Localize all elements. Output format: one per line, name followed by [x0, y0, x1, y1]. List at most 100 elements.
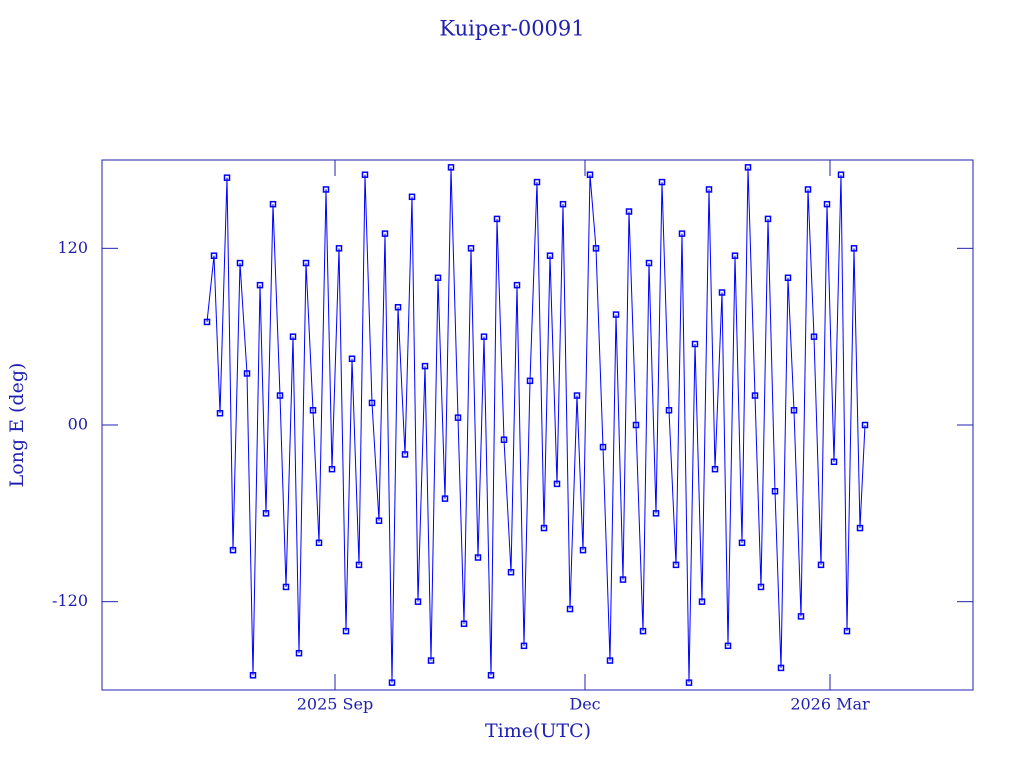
- data-point: [368, 399, 376, 407]
- data-point: [606, 657, 614, 664]
- data-point: [744, 164, 752, 171]
- data-point: [282, 583, 290, 591]
- data-point: [698, 598, 706, 605]
- data-point: [203, 318, 211, 326]
- data-point: [500, 436, 508, 443]
- data-point: [784, 274, 792, 282]
- data-point: [645, 259, 653, 267]
- data-point: [513, 281, 521, 289]
- data-point: [493, 215, 501, 223]
- data-point: [546, 252, 554, 259]
- data-point: [533, 178, 541, 186]
- data-point: [460, 620, 468, 627]
- data-point: [520, 642, 528, 650]
- data-point: [652, 510, 660, 517]
- data-point: [269, 200, 277, 208]
- data-point: [658, 178, 666, 186]
- data-point: [355, 561, 363, 569]
- data-point: [381, 230, 389, 237]
- data-point: [408, 193, 416, 201]
- data-point: [804, 186, 812, 193]
- data-point: [850, 245, 858, 252]
- data-point: [302, 259, 310, 267]
- data-point: [665, 407, 673, 414]
- data-point: [599, 443, 607, 451]
- data-point: [738, 539, 746, 547]
- data-point: [243, 370, 251, 377]
- data-point: [315, 539, 323, 547]
- data-point: [540, 524, 548, 532]
- data-point: [619, 576, 627, 583]
- x-tick-label: Dec: [569, 695, 600, 714]
- data-point: [309, 407, 317, 414]
- x-tick-label: 2025 Sep: [297, 695, 373, 714]
- data-point: [348, 355, 356, 362]
- data-point: [592, 245, 600, 252]
- data-point: [711, 465, 719, 473]
- data-point: [454, 414, 462, 421]
- data-point: [573, 392, 581, 399]
- data-point: [632, 421, 640, 429]
- data-point: [210, 252, 218, 259]
- data-point: [223, 174, 231, 181]
- chart-title: Kuiper-00091: [439, 17, 584, 41]
- data-point: [375, 517, 383, 524]
- data-point: [612, 311, 620, 318]
- data-point: [843, 627, 851, 635]
- data-point: [434, 274, 442, 282]
- y-tick-label: 00: [68, 415, 88, 434]
- data-point: [771, 488, 779, 495]
- data-point: [229, 546, 237, 554]
- data-point: [559, 200, 567, 208]
- data-point: [691, 340, 699, 348]
- data-point: [480, 333, 488, 340]
- x-axis-label: Time(UTC): [485, 720, 591, 742]
- data-point: [685, 679, 693, 686]
- data-point: [249, 672, 257, 679]
- data-point: [566, 605, 574, 613]
- data-point: [361, 171, 369, 178]
- data-point: [262, 510, 270, 517]
- data-point: [757, 583, 765, 591]
- data-point: [467, 245, 475, 252]
- data-point: [764, 215, 772, 223]
- data-point: [441, 495, 449, 502]
- data-point: [328, 465, 336, 473]
- data-point: [718, 289, 726, 296]
- data-point: [724, 642, 732, 650]
- data-line: [206, 167, 866, 683]
- data-point: [639, 627, 647, 635]
- data-point: [861, 421, 869, 429]
- data-point: [236, 259, 244, 267]
- data-point: [837, 171, 845, 178]
- data-point: [427, 657, 435, 664]
- data-point: [678, 230, 686, 237]
- data-point: [474, 554, 482, 561]
- data-point: [421, 362, 429, 370]
- data-point: [394, 303, 402, 311]
- data-point: [823, 200, 831, 208]
- data-point: [295, 649, 303, 657]
- data-point: [216, 409, 224, 417]
- data-point: [672, 561, 680, 569]
- data-point: [731, 252, 739, 259]
- data-point: [553, 480, 561, 488]
- data-point: [256, 281, 264, 289]
- data-point: [401, 451, 409, 458]
- y-axis-label: Long E (deg): [6, 363, 28, 488]
- data-point: [751, 392, 759, 399]
- data-point: [790, 407, 798, 414]
- data-point: [526, 377, 534, 385]
- data-point: [447, 164, 455, 171]
- y-tick-label: -120: [52, 591, 88, 610]
- data-point: [586, 171, 594, 178]
- data-point: [342, 627, 350, 635]
- data-point: [817, 561, 825, 569]
- data-point: [335, 245, 343, 252]
- x-tick-label: 2026 Mar: [790, 695, 870, 714]
- data-point: [289, 333, 297, 340]
- data-point: [856, 524, 864, 532]
- data-point: [487, 672, 495, 679]
- data-point: [810, 333, 818, 340]
